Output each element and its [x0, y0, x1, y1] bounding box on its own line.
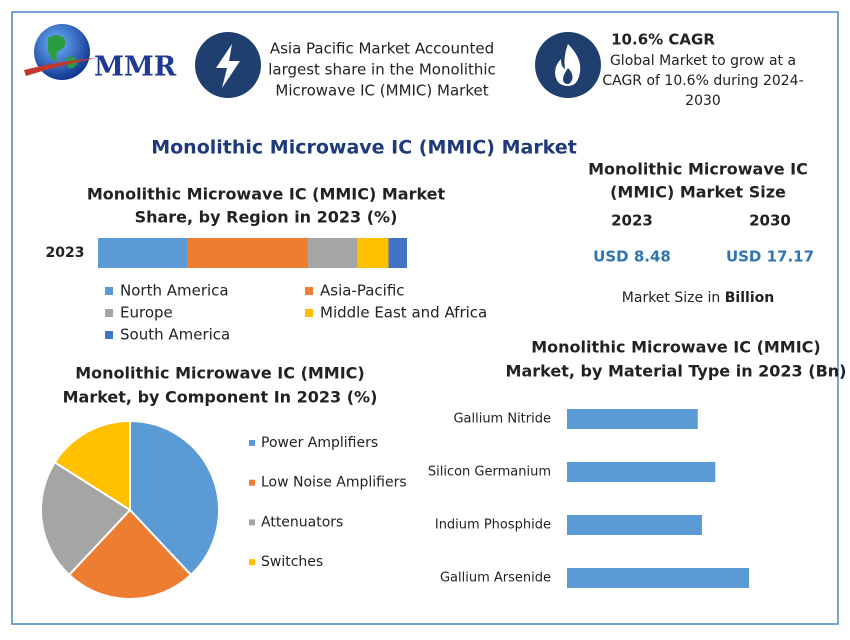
legend-swatch	[249, 519, 255, 526]
market-size-note: Market Size in Billion	[622, 290, 774, 306]
chart-title: Share, by Region in 2023 (%)	[135, 208, 398, 227]
legend-label: Switches	[261, 554, 323, 570]
bar	[567, 515, 702, 535]
legend-label: Asia-Pacific	[320, 282, 405, 300]
info-text: 2030	[685, 93, 721, 109]
legend-label: Middle East and Africa	[320, 304, 487, 322]
legend-swatch	[305, 309, 313, 317]
logo-text: MMR	[94, 52, 177, 83]
bar	[567, 462, 716, 482]
legend-label: Power Amplifiers	[261, 435, 378, 451]
note-text: Market Size in	[622, 290, 721, 306]
year-label: 2023	[611, 212, 653, 230]
legend-label: Europe	[120, 304, 173, 322]
bar-segment	[388, 238, 407, 268]
note-unit: Billion	[725, 290, 774, 306]
frame	[11, 11, 839, 625]
category-label: Gallium Nitride	[453, 412, 551, 427]
info-text: Global Market to grow at a	[610, 53, 796, 69]
pie-slice	[67, 508, 193, 600]
bar	[567, 568, 750, 588]
legend-label: South America	[120, 326, 230, 344]
market-value: USD 17.17	[726, 248, 814, 266]
legend-swatch	[249, 440, 255, 446]
market-value: USD 8.48	[593, 248, 671, 266]
category-label: Gallium Arsenide	[440, 571, 551, 586]
chart-title: Monolithic Microwave IC (MMIC)	[531, 338, 820, 357]
market-size-title: (MMIC) Market Size	[610, 183, 786, 202]
market-size-title: Monolithic Microwave IC	[588, 160, 808, 179]
bar-segment	[98, 238, 188, 268]
category-label: Silicon Germanium	[428, 465, 551, 480]
info-text: Microwave IC (MMIC) Market	[275, 82, 488, 100]
bar	[567, 409, 698, 429]
chart-title: Monolithic Microwave IC (MMIC)	[75, 364, 364, 383]
legend-swatch	[105, 309, 113, 317]
flame-icon	[535, 32, 601, 98]
chart-title: Monolithic Microwave IC (MMIC) Market	[87, 185, 446, 204]
category-label: Indium Phosphide	[435, 518, 551, 533]
legend-swatch	[249, 559, 255, 566]
legend-swatch	[105, 331, 113, 339]
legend-label: North America	[120, 282, 229, 300]
legend-label: Low Noise Amplifiers	[261, 475, 407, 491]
info-text: Asia Pacific Market Accounted	[270, 40, 494, 58]
legend-swatch	[249, 479, 255, 486]
chart-title: Market, by Component In 2023 (%)	[63, 388, 378, 407]
legend-label: Attenuators	[261, 514, 343, 530]
year-label: 2030	[749, 212, 791, 230]
lightning-icon	[195, 32, 261, 98]
cagr-title: 10.6% CAGR	[611, 31, 715, 49]
category-label: 2023	[46, 245, 85, 261]
pie-slice	[40, 460, 132, 577]
bar-segment	[357, 238, 389, 268]
pie-slice	[53, 419, 131, 512]
chart-title: Market, by Material Type in 2023 (Bn)	[506, 362, 847, 381]
info-text: CAGR of 10.6% during 2024-	[602, 73, 803, 89]
logo-globe	[24, 24, 98, 80]
bar-segment	[187, 238, 309, 268]
main-title: Monolithic Microwave IC (MMIC) Market	[151, 137, 577, 159]
legend-swatch	[105, 287, 113, 295]
legend-swatch	[305, 287, 313, 295]
pie-slice	[129, 419, 220, 577]
bar-segment	[308, 238, 358, 268]
info-text: largest share in the Monolithic	[268, 61, 496, 79]
